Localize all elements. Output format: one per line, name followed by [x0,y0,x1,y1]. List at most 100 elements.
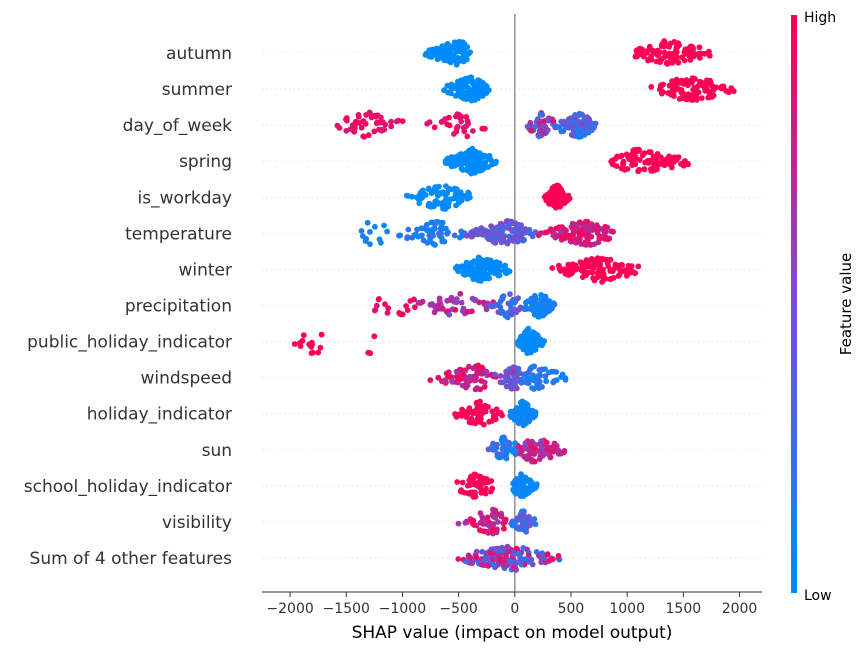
shap-point [455,520,462,527]
x-tick-label: −2000 [266,601,313,617]
shap-point [456,411,463,418]
shap-point [458,299,465,306]
shap-point [404,234,411,241]
shap-point [664,52,671,59]
shap-point [546,452,552,458]
shap-point [453,186,460,193]
shap-point [528,556,535,563]
shap-point [580,268,586,275]
shap-point [495,454,502,461]
shap-point [427,53,434,60]
shap-point [464,133,471,140]
shap-point [483,306,490,313]
shap-point [570,226,577,233]
shap-point [467,150,474,157]
shap-point [510,486,517,493]
shap-point [531,336,538,343]
shap-point [560,118,567,125]
shap-point [536,304,543,311]
shap-point [459,479,466,486]
shap-point [494,511,501,517]
shap-point [451,232,458,239]
shap-point [549,265,556,271]
shap-point [664,59,671,66]
shap-point [575,134,582,140]
shap-point [463,166,469,173]
shap-point [565,116,572,122]
shap-point [424,120,431,127]
shap-point [536,133,542,140]
shap-point [536,120,542,127]
feature-label: sun [202,441,232,461]
shap-point [437,231,443,238]
shap-point [479,93,486,99]
shap-point [634,53,641,60]
shap-point [522,405,528,411]
shap-point [646,43,653,50]
shap-point [442,377,449,384]
shap-point [457,290,464,297]
shap-point [553,444,560,451]
shap-point [673,76,680,83]
shap-point [458,165,465,172]
shap-point [542,559,549,566]
shap-point [514,515,521,521]
shap-point [477,510,484,516]
shap-point [666,43,672,50]
shap-point [429,230,436,237]
shap-point [441,87,447,94]
shap-point [440,55,446,62]
shap-point [509,522,516,529]
shap-point [431,226,438,232]
shap-point [547,557,554,563]
shap-point [506,233,513,240]
shap-point [605,236,612,243]
shap-point [367,229,373,235]
shap-point [453,296,460,302]
shap-point [366,109,373,116]
shap-point [359,233,366,240]
shap-point [317,344,324,351]
shap-point [674,54,681,61]
shap-point [465,308,471,315]
shap-point [492,371,498,378]
shap-point [559,234,566,241]
shap-point [474,411,481,418]
shap-point [541,297,548,304]
shap-point [572,115,579,121]
shap-point [527,522,533,529]
shap-point [645,57,651,64]
shap-point [528,364,535,371]
shap-point [683,96,690,103]
shap-point [586,116,592,122]
shap-point [450,156,457,163]
shap-point [484,234,491,241]
shap-point [445,51,452,58]
shap-point [505,267,511,274]
feature-label: precipitation [125,296,232,316]
shap-point [617,153,624,160]
shap-point [609,157,616,164]
shap-point [488,488,494,495]
shap-point [379,119,386,125]
shap-point [503,442,510,449]
x-tick-label: 1500 [666,601,702,617]
shap-point [669,78,675,85]
shap-point [455,153,461,160]
shap-point [523,306,530,312]
shap-point [315,349,322,356]
shap-point [466,491,473,497]
shap-point [485,530,491,536]
shap-point [467,75,473,82]
shap-point [545,116,551,123]
shap-point [632,161,639,168]
shap-point [491,562,498,569]
shap-point [536,385,542,391]
shap-point [486,260,493,267]
shap-point [499,295,506,301]
shap-point [432,221,438,228]
shap-point [420,225,427,232]
shap-point [455,556,462,562]
shap-point [561,448,568,454]
